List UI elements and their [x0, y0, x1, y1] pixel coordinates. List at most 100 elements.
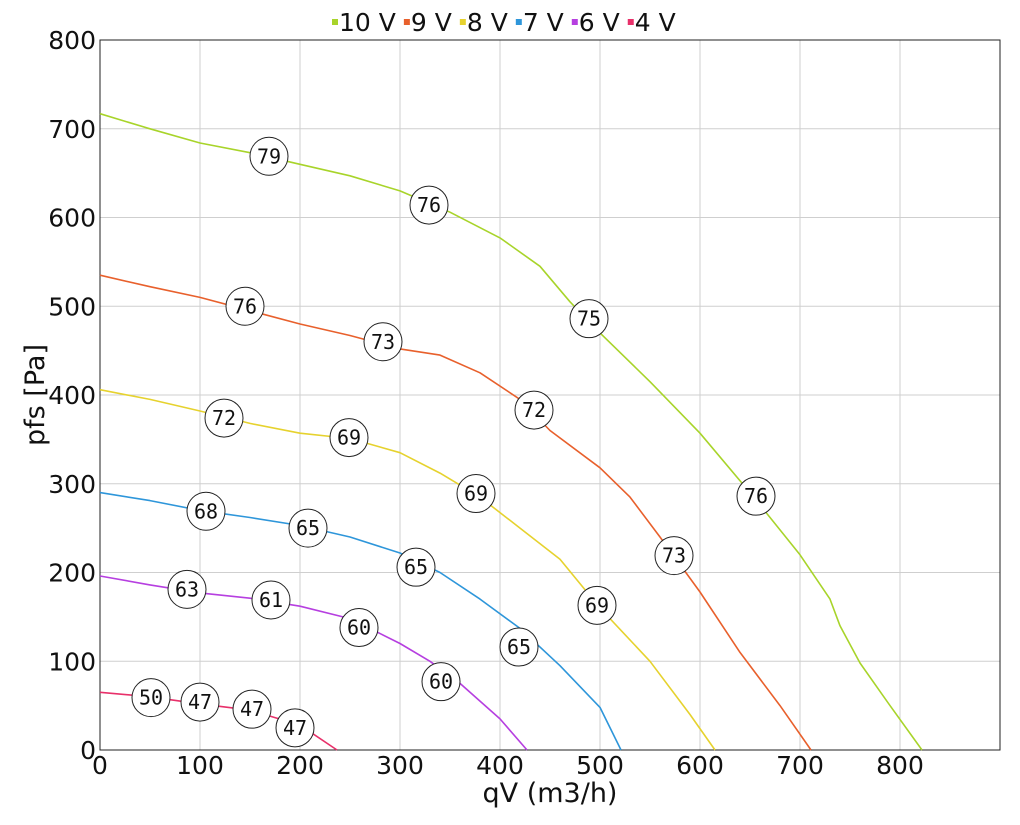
- marker-circle: [577, 585, 617, 625]
- marker-label: 72: [522, 398, 546, 422]
- marker-circle: [569, 299, 609, 339]
- marker-circle: [396, 547, 436, 587]
- marker-label: 47: [283, 716, 307, 740]
- marker-label: 60: [347, 616, 371, 640]
- marker-circle: [736, 476, 776, 516]
- marker-circle: [456, 474, 496, 514]
- marker-label: 69: [337, 426, 361, 450]
- y-tick-label: 0: [80, 736, 96, 765]
- sound-level-marker: 60: [421, 662, 461, 702]
- marker-label: 68: [194, 499, 218, 523]
- y-tick-label: 800: [48, 26, 96, 55]
- marker-label: 61: [259, 588, 283, 612]
- legend-item: 10 V: [332, 8, 396, 37]
- legend-swatch: [571, 19, 578, 25]
- x-axis-title: qV (m3/h): [483, 778, 618, 809]
- legend-item: 8 V: [459, 8, 508, 37]
- marker-circle: [186, 491, 226, 531]
- sound-level-marker: 69: [329, 418, 369, 458]
- marker-label: 65: [296, 516, 320, 540]
- y-tick-label: 100: [48, 647, 96, 676]
- sound-level-marker: 68: [186, 491, 226, 531]
- sound-level-marker: 79: [249, 136, 289, 176]
- marker-label: 72: [212, 406, 236, 430]
- y-tick-label: 400: [48, 381, 96, 410]
- y-tick-label: 700: [48, 115, 96, 144]
- marker-circle: [339, 608, 379, 648]
- marker-label: 50: [139, 686, 163, 710]
- sound-level-marker: 69: [456, 474, 496, 514]
- legend-label: 8 V: [467, 8, 508, 37]
- sound-level-marker: 75: [569, 299, 609, 339]
- marker-circle: [251, 580, 291, 620]
- sound-level-marker: 65: [499, 627, 539, 667]
- y-tick-label: 500: [48, 292, 96, 321]
- marker-label: 73: [371, 330, 395, 354]
- x-tick-label: 400: [476, 751, 524, 780]
- y-axis-title: pfs [Pa]: [20, 344, 51, 446]
- marker-label: 47: [240, 697, 264, 721]
- legend-item: 4 V: [627, 8, 676, 37]
- legend-swatch: [403, 19, 410, 25]
- sound-level-marker: 65: [288, 508, 328, 548]
- marker-circle: [363, 322, 403, 362]
- sound-level-marker: 50: [131, 678, 171, 718]
- marker-label: 65: [404, 555, 428, 579]
- marker-label: 76: [417, 193, 441, 217]
- marker-circle: [131, 678, 171, 718]
- legend-label: 10 V: [339, 8, 396, 37]
- tick-labels: 0 100 200 300 400 500 600 700 800 0 100 200 300 400 50…: [48, 26, 924, 780]
- x-tick-label: 700: [776, 751, 824, 780]
- marker-circle: [225, 286, 265, 326]
- x-tick-label: 200: [276, 751, 324, 780]
- marker-circle: [499, 627, 539, 667]
- sound-level-marker: 69: [577, 585, 617, 625]
- marker-circle: [167, 569, 207, 609]
- marker-circle: [421, 662, 461, 702]
- marker-circle: [409, 185, 449, 225]
- marker-label: 69: [464, 482, 488, 506]
- x-tick-label: 800: [876, 751, 924, 780]
- marker-label: 60: [429, 670, 453, 694]
- sound-level-marker: 60: [339, 608, 379, 648]
- marker-label: 76: [744, 484, 768, 508]
- x-tick-label: 600: [676, 751, 724, 780]
- marker-label: 75: [577, 307, 601, 331]
- legend-label: 6 V: [579, 8, 620, 37]
- y-tick-label: 200: [48, 559, 96, 588]
- sound-level-marker: 47: [275, 708, 315, 748]
- sound-level-marker: 73: [363, 322, 403, 362]
- sound-level-marker: 47: [180, 682, 220, 722]
- marker-label: 69: [585, 593, 609, 617]
- sound-level-marker: 72: [204, 398, 244, 438]
- legend-item: 9 V: [403, 8, 452, 37]
- legend-label: 4 V: [635, 8, 676, 37]
- sound-level-marker: 61: [251, 580, 291, 620]
- marker-circle: [288, 508, 328, 548]
- x-tick-label: 500: [576, 751, 624, 780]
- marker-circle: [329, 418, 369, 458]
- legend-item: 7 V: [515, 8, 564, 37]
- marker-circle: [204, 398, 244, 438]
- legend-label: 9 V: [411, 8, 452, 37]
- legend-swatch: [627, 19, 634, 25]
- x-tick-label: 300: [376, 751, 424, 780]
- x-tick-label: 100: [176, 751, 224, 780]
- legend-swatch: [515, 19, 522, 25]
- marker-label: 63: [175, 577, 199, 601]
- marker-circle: [275, 708, 315, 748]
- sound-level-marker: 72: [514, 390, 554, 430]
- marker-circle: [514, 390, 554, 430]
- marker-layer: 79 76 75 76 76 73 72 73 72 69 69 69 68 65 65 65 63 61 60 60…: [131, 136, 776, 748]
- sound-level-marker: 65: [396, 547, 436, 587]
- sound-level-marker: 76: [225, 286, 265, 326]
- marker-circle: [249, 136, 289, 176]
- sound-level-marker: 76: [736, 476, 776, 516]
- sound-level-marker: 76: [409, 185, 449, 225]
- marker-label: 73: [662, 544, 686, 568]
- legend-label: 7 V: [523, 8, 564, 37]
- y-tick-label: 600: [48, 204, 96, 233]
- sound-level-marker: 63: [167, 569, 207, 609]
